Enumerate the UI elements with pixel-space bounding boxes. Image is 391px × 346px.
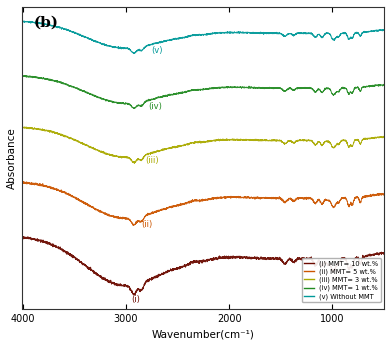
Text: (i): (i) [132, 295, 141, 304]
Text: (iv): (iv) [148, 102, 161, 111]
Text: (v): (v) [151, 46, 163, 55]
Text: (b): (b) [33, 16, 58, 30]
Legend: (i) MMT= 10 wt.%, (ii) MMT= 5 wt.%, (iii) MMT= 3 wt.%, (iv) MMT= 1 wt.%, (v) Wit: (i) MMT= 10 wt.%, (ii) MMT= 5 wt.%, (iii… [301, 258, 381, 302]
Text: (ii): (ii) [141, 220, 152, 229]
X-axis label: Wavenumber(cm⁻¹): Wavenumber(cm⁻¹) [152, 329, 255, 339]
Text: (iii): (iii) [145, 156, 158, 165]
Y-axis label: Absorbance: Absorbance [7, 127, 17, 189]
